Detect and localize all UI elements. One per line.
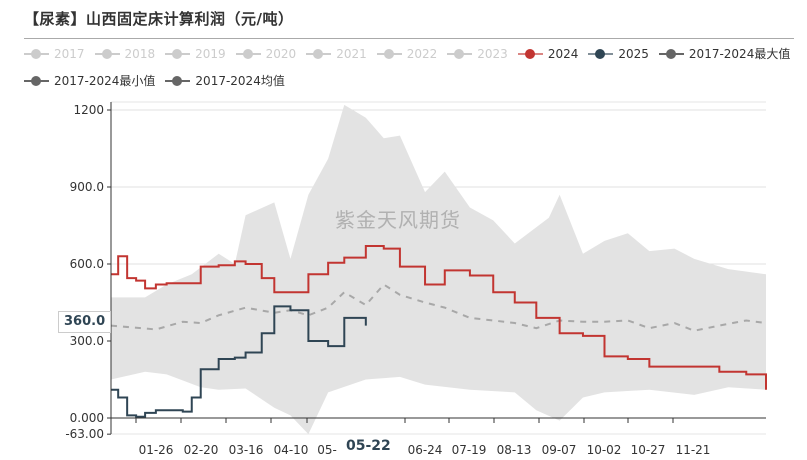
x-tick-label: 08-13 xyxy=(497,443,532,457)
legend-item-9[interactable]: 2017-2024最大值 xyxy=(658,42,791,66)
legend-item-11[interactable]: 2017-2024均值 xyxy=(165,69,285,93)
legend-item-0[interactable]: 2017 xyxy=(24,42,85,66)
legend-item-3[interactable]: 2020 xyxy=(235,42,297,66)
legend-label: 2020 xyxy=(265,47,297,61)
legend-label: 2022 xyxy=(406,47,438,61)
x-tick-label: 03-16 xyxy=(229,443,264,457)
legend-label: 2018 xyxy=(124,47,156,61)
legend-label: 2021 xyxy=(336,47,367,61)
legend-label: 2024 xyxy=(547,47,579,61)
legend-item-4[interactable]: 2021 xyxy=(306,42,367,66)
series-line-2025 xyxy=(111,305,367,418)
series-mean-line xyxy=(110,283,767,332)
legend-item-1[interactable]: 2018 xyxy=(94,42,156,66)
x-tick-label: 10-02 xyxy=(587,443,622,457)
y-tick-label: -63.00 xyxy=(65,427,104,441)
legend-item-5[interactable]: 2022 xyxy=(376,42,438,66)
legend-marker-icon xyxy=(94,47,120,61)
legend-item-6[interactable]: 2023 xyxy=(447,42,508,66)
y-tick-label: 900.0 xyxy=(70,180,104,194)
legend-item-10[interactable]: 2017-2024最小值 xyxy=(24,69,155,93)
max-min-band xyxy=(111,104,766,435)
x-axis-pointer-label: 05-22 xyxy=(346,438,391,454)
y-tick-label: 600.0 xyxy=(70,257,104,271)
legend-label: 2019 xyxy=(195,47,226,61)
legend-item-7[interactable]: 2024 xyxy=(517,42,579,66)
x-tick-label: 06-24 xyxy=(408,443,443,457)
watermark: 紫金天风期货 xyxy=(335,208,461,232)
legend-item-2[interactable]: 2019 xyxy=(165,42,226,66)
y-tick-label: 0.000 xyxy=(70,411,104,425)
legend-marker-icon xyxy=(24,47,49,61)
y-tick-label: 1200 xyxy=(73,103,104,117)
chart-legend: 2017 2018 2019 2020 2021 2022 2023 2024 2025 2017… xyxy=(24,42,804,96)
legend-marker-icon xyxy=(658,47,684,61)
legend-marker-icon xyxy=(517,47,543,61)
x-tick-label: 05- xyxy=(317,443,337,457)
title-divider xyxy=(24,38,794,39)
legend-marker-icon xyxy=(306,47,332,61)
chart-title: 【尿素】山西固定床计算利润（元/吨） xyxy=(24,10,294,28)
legend-marker-icon xyxy=(235,47,261,61)
legend-marker-icon xyxy=(588,47,614,61)
x-tick-label: 11-21 xyxy=(676,443,711,457)
legend-label: 2025 xyxy=(618,47,649,61)
legend-label: 2017-2024最小值 xyxy=(54,74,156,88)
y-axis-pointer-label: 360.0 xyxy=(58,311,112,333)
legend-marker-icon xyxy=(165,74,191,88)
legend-label: 2023 xyxy=(477,47,508,61)
legend-marker-icon xyxy=(24,74,49,88)
x-tick-label: 02-20 xyxy=(184,443,219,457)
x-tick-label: 01-26 xyxy=(139,443,174,457)
x-tick-label: 10-27 xyxy=(631,443,666,457)
legend-marker-icon xyxy=(165,47,191,61)
x-tick-label: 04-10 xyxy=(274,443,309,457)
legend-label: 2017-2024均值 xyxy=(195,74,285,88)
x-tick-label: 07-19 xyxy=(452,443,487,457)
legend-marker-icon xyxy=(447,47,473,61)
series-line-2024 xyxy=(111,245,767,390)
legend-label: 2017-2024最大值 xyxy=(688,47,791,61)
y-tick-label: 300.0 xyxy=(70,334,104,348)
legend-item-8[interactable]: 2025 xyxy=(588,42,649,66)
legend-marker-icon xyxy=(376,47,402,61)
x-tick-label: 09-07 xyxy=(542,443,577,457)
legend-label: 2017 xyxy=(54,47,85,61)
